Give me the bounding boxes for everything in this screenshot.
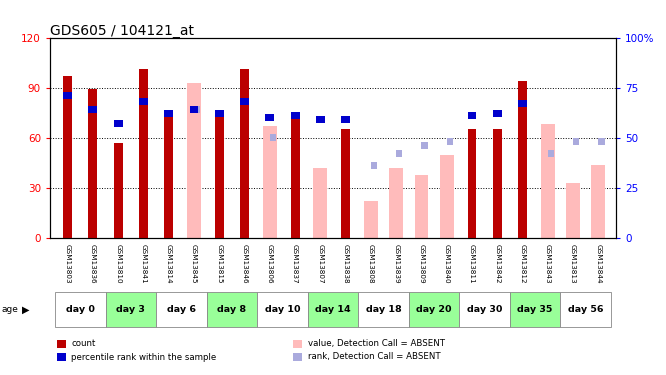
Bar	[63, 92, 72, 99]
Text: day 30: day 30	[467, 305, 502, 314]
Bar	[290, 118, 300, 238]
Bar	[548, 150, 554, 158]
Bar	[566, 183, 580, 238]
Text: GSM13811: GSM13811	[469, 244, 475, 284]
Bar	[308, 292, 358, 327]
Text: GSM13840: GSM13840	[444, 244, 450, 284]
Bar	[263, 126, 277, 238]
Bar	[389, 168, 403, 238]
Text: day 35: day 35	[517, 305, 553, 314]
Text: GSM13837: GSM13837	[292, 244, 298, 284]
Text: day 56: day 56	[568, 305, 603, 314]
Bar	[290, 112, 300, 119]
Bar	[63, 76, 72, 238]
Bar	[573, 138, 579, 146]
Text: GDS605 / 104121_at: GDS605 / 104121_at	[50, 24, 194, 38]
Text: GSM13806: GSM13806	[267, 244, 273, 284]
Bar	[114, 120, 123, 127]
Text: rank, Detection Call = ABSENT: rank, Detection Call = ABSENT	[308, 352, 440, 362]
Bar	[598, 138, 605, 146]
Text: day 14: day 14	[315, 305, 351, 314]
Text: GSM13807: GSM13807	[318, 244, 324, 284]
Text: GSM13812: GSM13812	[519, 244, 525, 284]
Text: GSM13810: GSM13810	[115, 244, 121, 284]
Bar	[194, 106, 200, 113]
Text: GSM13845: GSM13845	[191, 244, 197, 284]
Text: GSM13839: GSM13839	[393, 244, 399, 284]
Bar	[114, 143, 123, 238]
Bar	[270, 134, 276, 141]
Text: GSM13846: GSM13846	[242, 244, 248, 284]
Bar	[215, 110, 224, 117]
Text: age: age	[1, 305, 18, 314]
Bar	[447, 138, 453, 146]
Bar	[468, 129, 476, 238]
Bar	[89, 106, 97, 113]
Bar	[341, 129, 350, 238]
Bar	[139, 98, 148, 105]
Bar	[358, 292, 409, 327]
Bar	[215, 111, 224, 238]
Text: GSM13803: GSM13803	[65, 244, 71, 284]
Text: value, Detection Call = ABSENT: value, Detection Call = ABSENT	[308, 339, 445, 348]
Bar	[541, 124, 555, 238]
Text: day 6: day 6	[167, 305, 196, 314]
Text: ▶: ▶	[22, 305, 29, 315]
Bar	[414, 175, 428, 238]
Bar	[468, 112, 476, 119]
Text: day 10: day 10	[264, 305, 300, 314]
Bar	[187, 82, 201, 238]
Bar	[460, 292, 510, 327]
Text: day 8: day 8	[217, 305, 246, 314]
Text: day 3: day 3	[117, 305, 145, 314]
Bar	[493, 129, 501, 238]
Bar	[396, 150, 402, 158]
Text: day 20: day 20	[416, 305, 452, 314]
Bar	[89, 89, 97, 238]
Text: GSM13814: GSM13814	[166, 244, 172, 284]
Bar	[316, 116, 325, 123]
Bar	[165, 111, 173, 238]
Bar	[265, 114, 274, 121]
Bar	[561, 292, 611, 327]
Bar	[518, 100, 527, 107]
Text: GSM13841: GSM13841	[141, 244, 147, 284]
Bar	[240, 69, 249, 238]
Text: percentile rank within the sample: percentile rank within the sample	[71, 352, 216, 362]
Bar	[493, 110, 501, 117]
Text: count: count	[71, 339, 96, 348]
Bar	[165, 110, 173, 117]
Bar	[257, 292, 308, 327]
Bar	[591, 165, 605, 238]
Text: GSM13813: GSM13813	[570, 244, 576, 284]
Bar	[409, 292, 460, 327]
Bar	[206, 292, 257, 327]
Text: GSM13836: GSM13836	[90, 244, 96, 284]
Text: GSM13809: GSM13809	[418, 244, 424, 284]
Text: day 18: day 18	[366, 305, 402, 314]
Bar	[510, 292, 561, 327]
Text: GSM13843: GSM13843	[545, 244, 551, 284]
Text: GSM13838: GSM13838	[342, 244, 348, 284]
Text: day 0: day 0	[66, 305, 95, 314]
Bar	[240, 98, 249, 105]
Bar	[156, 292, 206, 327]
Bar	[190, 106, 198, 113]
Bar	[139, 69, 148, 238]
Bar	[371, 162, 377, 170]
Text: GSM13808: GSM13808	[368, 244, 374, 284]
Bar	[341, 116, 350, 123]
Bar	[314, 168, 327, 238]
Text: GSM13815: GSM13815	[216, 244, 222, 284]
Bar	[440, 154, 454, 238]
Bar	[364, 201, 378, 238]
Bar	[422, 142, 428, 149]
Text: GSM13842: GSM13842	[494, 244, 500, 284]
Bar	[518, 81, 527, 238]
Bar	[105, 292, 156, 327]
Bar	[55, 292, 105, 327]
Text: GSM13844: GSM13844	[595, 244, 601, 284]
